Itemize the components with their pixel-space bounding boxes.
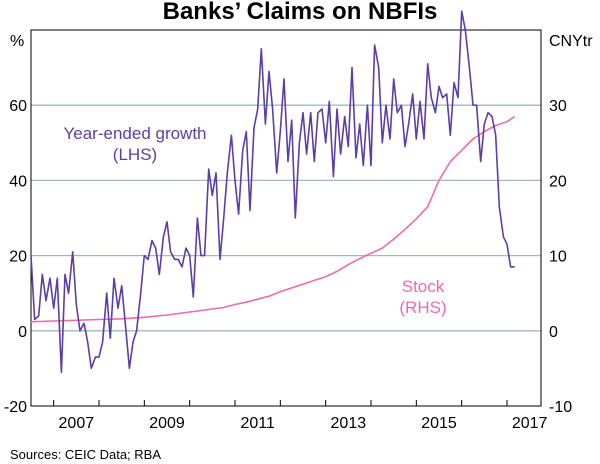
left-tick-label: 20: [9, 249, 27, 266]
series-layer: [30, 10, 516, 374]
series-label-stock: Stock: [402, 277, 445, 296]
left-tick-label: 40: [9, 173, 27, 190]
x-tick-label: 2017: [512, 415, 548, 432]
left-tick-label: -20: [4, 399, 27, 416]
series-axis-label-stock: (RHS): [399, 298, 446, 317]
series-line-stock: [30, 115, 516, 323]
right-tick-label: 10: [549, 249, 567, 266]
source-note: Sources: CEIC Data; RBA: [10, 447, 161, 462]
plot-frame: [30, 29, 542, 407]
right-tick-label: 0: [549, 324, 558, 341]
left-tick-label: 0: [18, 324, 27, 341]
series-line-year-ended-growth: [30, 10, 515, 374]
chart-title: Banks’ Claims on NBFIs: [163, 0, 438, 25]
series-axis-label-growth: (LHS): [113, 145, 157, 164]
x-tick-label: 2007: [59, 415, 95, 432]
right-tick-label: 30: [549, 98, 567, 115]
left-axis-ticks: -20 0 20 40 60: [4, 98, 27, 416]
x-tick-label: 2009: [149, 415, 185, 432]
series-label-growth: Year-ended growth: [63, 124, 206, 143]
x-tick-label: 2011: [240, 415, 275, 432]
left-tick-label: 60: [9, 98, 27, 115]
x-tick-label: 2015: [421, 415, 457, 432]
right-axis-ticks: -10 0 10 20 30: [549, 98, 572, 416]
right-tick-label: 20: [549, 173, 567, 190]
left-axis-unit: %: [10, 33, 24, 50]
x-axis-ticks: 2007 2009 2011 2013 2015 2017: [53, 400, 548, 432]
right-axis-unit: CNYtr: [549, 33, 593, 50]
right-tick-label: -10: [549, 399, 572, 416]
x-tick-label: 2013: [331, 415, 367, 432]
